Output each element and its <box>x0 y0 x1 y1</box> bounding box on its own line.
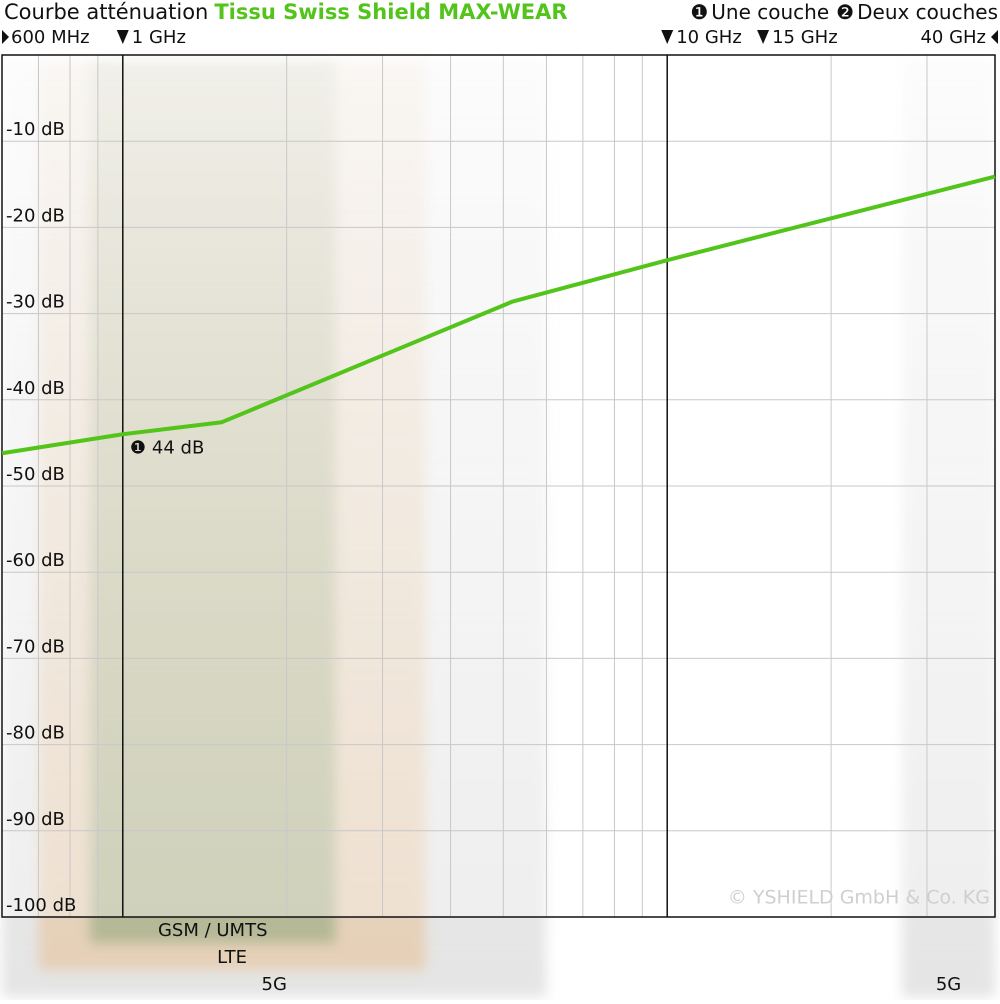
y-tick-label: -20 dB <box>6 205 65 226</box>
annotation-marker: ❶ <box>130 437 146 458</box>
legend-text: Deux couches <box>857 0 998 24</box>
y-tick-label: -80 dB <box>6 723 65 744</box>
y-tick-label: -60 dB <box>6 550 65 571</box>
plot-border <box>1 54 996 918</box>
title-text: Courbe atténuation <box>4 0 208 24</box>
series-line <box>1 174 996 456</box>
x-tick-marker <box>116 30 129 44</box>
x-tick-marker <box>757 30 770 44</box>
x-tick-label: 600 MHz <box>11 27 90 48</box>
y-tick-label: -40 dB <box>6 378 65 399</box>
title-highlight: Tissu Swiss Shield MAX-WEAR <box>214 0 567 24</box>
x-tick-label: 40 GHz <box>920 27 986 48</box>
x-tick-label: 15 GHz <box>772 27 838 48</box>
watermark: © YSHIELD GmbH & Co. KG <box>728 887 990 909</box>
chart-title: Courbe atténuation Tissu Swiss Shield MAX… <box>4 0 568 24</box>
legend-marker: ❶ <box>690 0 708 24</box>
y-tick-label: -70 dB <box>6 636 65 657</box>
legend: ❶ Une couche ❷ Deux couches <box>690 0 998 24</box>
x-tick-marker <box>2 30 9 44</box>
legend-marker: ❷ <box>836 0 854 24</box>
legend-text: Une couche <box>711 0 829 24</box>
band-label: 5G <box>262 974 287 995</box>
x-tick-label: 1 GHz <box>132 27 186 48</box>
y-tick-label: -30 dB <box>6 292 65 313</box>
band <box>89 60 336 943</box>
band <box>902 60 995 997</box>
y-tick-label: -90 dB <box>6 809 65 830</box>
band-label: 5G <box>936 974 961 995</box>
x-tick-marker <box>991 30 998 44</box>
y-tick-label: -50 dB <box>6 464 65 485</box>
y-tick-label: -10 dB <box>6 119 65 140</box>
annotation: ❶ 44 dB <box>130 437 205 458</box>
bands <box>2 55 995 997</box>
marks <box>1 55 996 917</box>
annotation-text: 44 dB <box>152 437 204 458</box>
x-tick-label: 10 GHz <box>676 27 742 48</box>
y-tick-label: -100 dB <box>6 895 76 916</box>
x-tick-marker <box>661 30 674 44</box>
band-label: LTE <box>217 947 247 968</box>
band-label: GSM / UMTS <box>158 920 268 941</box>
